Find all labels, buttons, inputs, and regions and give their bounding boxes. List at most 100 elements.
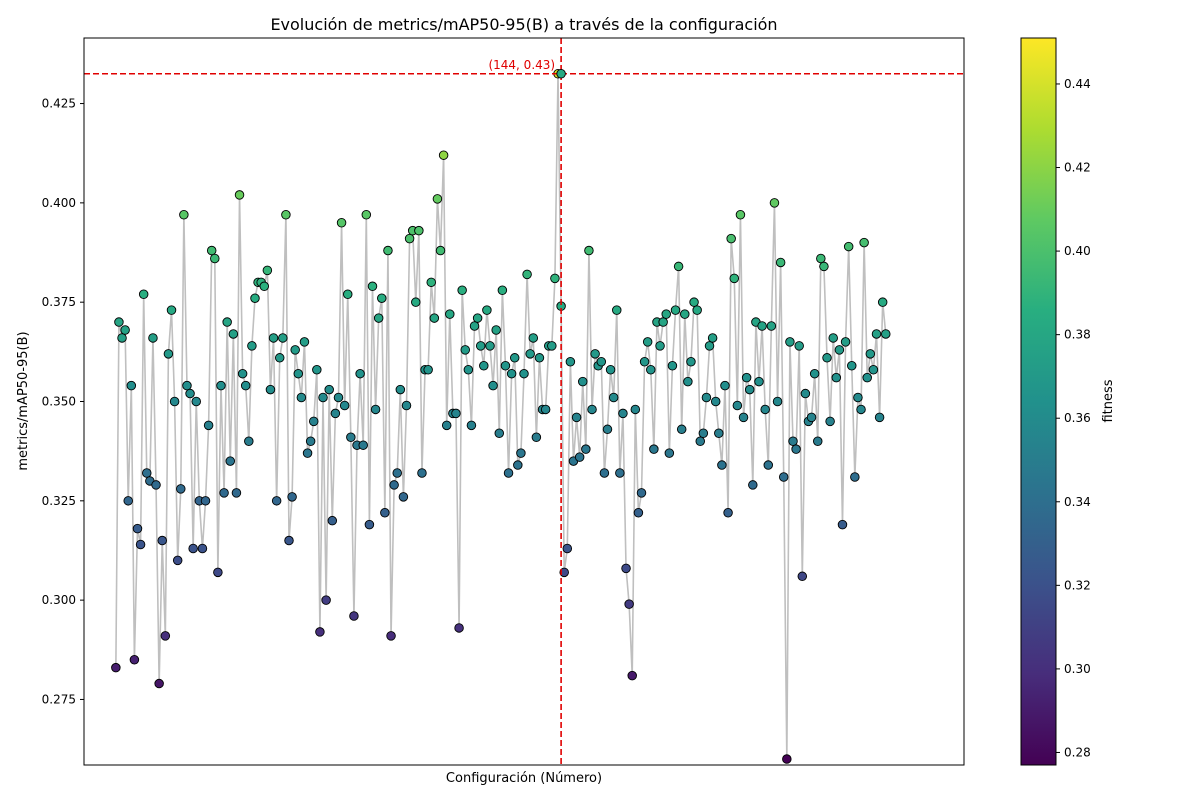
- data-point: [451, 408, 461, 419]
- y-tick-label: 0.375: [42, 295, 76, 309]
- data-point: [565, 357, 576, 367]
- data-point: [720, 380, 730, 391]
- data-point: [482, 305, 492, 315]
- data-point: [633, 507, 644, 518]
- data-point: [646, 364, 656, 375]
- data-point: [414, 225, 424, 236]
- data-point: [788, 436, 798, 446]
- data-point: [120, 325, 130, 335]
- data-point: [649, 444, 659, 454]
- highlight-point: [556, 69, 566, 79]
- colorbar-ticks: 0.28 0.30 0.32 0.34 0.36 0.38 0.40 0.42 0.44: [1056, 77, 1091, 759]
- data-point: [185, 388, 195, 399]
- data-point: [315, 627, 325, 637]
- data-point: [850, 472, 860, 482]
- data-point: [840, 337, 851, 347]
- data-point: [816, 253, 826, 264]
- data-point: [117, 333, 127, 343]
- data-point: [491, 325, 501, 335]
- data-point: [856, 404, 866, 415]
- data-point: [383, 245, 393, 256]
- data-point: [500, 361, 511, 371]
- data-point: [723, 507, 733, 518]
- data-point: [748, 480, 758, 490]
- data-point: [404, 233, 415, 244]
- x-axis-label: Configuración (Número): [446, 771, 602, 786]
- data-point: [281, 210, 291, 220]
- data-point: [290, 345, 300, 355]
- data-point: [791, 444, 801, 454]
- data-point: [457, 285, 467, 296]
- data-point: [624, 599, 634, 609]
- data-point: [729, 273, 740, 284]
- data-point: [191, 396, 201, 407]
- data-point: [859, 237, 869, 248]
- data-point: [259, 281, 270, 292]
- data-point: [540, 404, 551, 415]
- series-line: [115, 73, 887, 760]
- data-point: [330, 408, 341, 419]
- data-point: [324, 384, 334, 395]
- data-point: [667, 361, 678, 371]
- data-point: [732, 400, 743, 411]
- data-point: [689, 297, 699, 307]
- data-point: [531, 432, 542, 443]
- data-point: [188, 543, 198, 554]
- y-tick-label: 0.300: [42, 593, 76, 607]
- data-point: [179, 210, 189, 220]
- data-point: [494, 428, 505, 439]
- data-point: [454, 623, 464, 633]
- data-point: [698, 428, 709, 439]
- highlight-label: (144, 0.43): [488, 58, 555, 72]
- data-point: [389, 480, 399, 490]
- data-point: [111, 662, 121, 673]
- data-point: [525, 349, 535, 359]
- data-point: [441, 420, 452, 431]
- data-point: [775, 257, 786, 268]
- data-point: [126, 380, 137, 391]
- colorbar-tick-label: 0.32: [1064, 578, 1091, 592]
- data-point: [615, 468, 625, 478]
- colorbar-label: fitness: [1101, 379, 1116, 422]
- data-point: [497, 285, 508, 296]
- y-tick-label: 0.350: [42, 395, 76, 409]
- data-point: [760, 404, 770, 415]
- data-point: [429, 313, 440, 323]
- data-point: [673, 261, 684, 272]
- data-point: [509, 353, 520, 363]
- data-point: [806, 412, 817, 423]
- data-point: [877, 297, 888, 307]
- data-point: [247, 341, 257, 351]
- data-point: [831, 372, 842, 383]
- data-point: [843, 241, 854, 252]
- data-point: [234, 190, 245, 200]
- data-point: [630, 404, 641, 415]
- data-point: [318, 392, 328, 403]
- data-point: [240, 380, 251, 391]
- data-point: [166, 305, 177, 315]
- data-point: [714, 428, 724, 439]
- colorbar-tick-label: 0.44: [1064, 77, 1091, 91]
- data-point: [828, 333, 838, 343]
- data-point: [435, 245, 446, 256]
- data-point: [284, 535, 294, 546]
- data-point: [182, 380, 192, 391]
- data-point: [485, 341, 495, 351]
- data-point: [778, 472, 789, 482]
- data-point: [231, 488, 242, 498]
- data-point: [612, 305, 622, 315]
- data-point: [472, 313, 483, 323]
- data-point: [522, 269, 532, 280]
- data-point: [686, 357, 696, 367]
- data-point: [432, 194, 443, 204]
- data-point: [339, 400, 350, 411]
- data-point: [426, 277, 436, 288]
- data-point: [865, 349, 876, 359]
- plot-area: (144, 0.43): [84, 38, 964, 765]
- data-point: [676, 424, 687, 435]
- data-point: [871, 329, 882, 339]
- data-point: [287, 492, 297, 502]
- data-point: [506, 368, 517, 379]
- data-point: [717, 460, 727, 470]
- data-point: [343, 289, 353, 299]
